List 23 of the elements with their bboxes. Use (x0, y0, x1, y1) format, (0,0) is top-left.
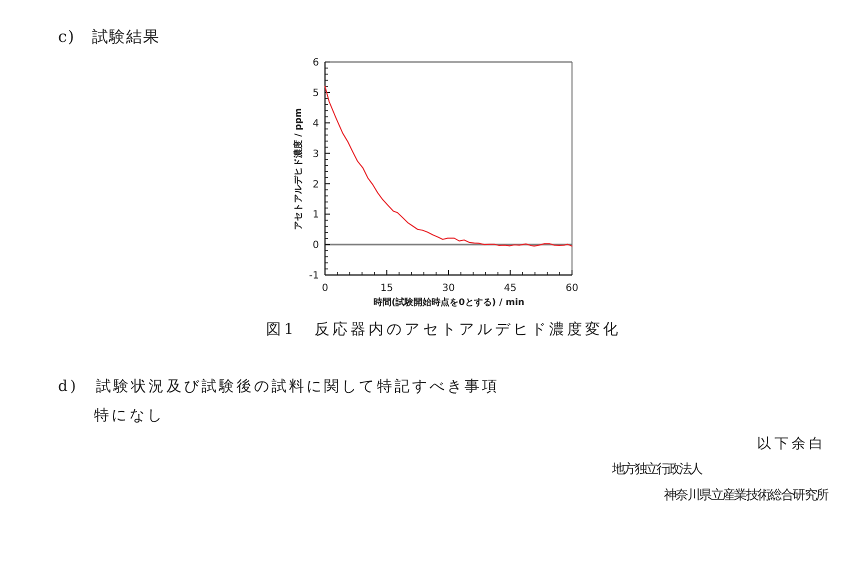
y-tick-label: 5 (312, 88, 319, 100)
y-tick-label: 6 (312, 58, 319, 69)
y-tick-label: 0 (312, 240, 319, 252)
caption: 図1 反応器内のアセトアルデヒド濃度変化 (266, 320, 618, 338)
y-tick-label: 1 (312, 210, 319, 221)
text: d) 試験状況及び試験後の試料に関して特記すべき事項 (58, 377, 497, 395)
y-tick-label: 4 (312, 118, 319, 130)
line-series (324, 86, 573, 247)
x-tick-label: 0 (322, 283, 328, 294)
y-tick-label: 2 (312, 179, 319, 190)
y-tick-label: -1 (309, 270, 319, 282)
y-axis-title: アセトアルデヒド濃度 / ppm (293, 108, 304, 230)
y-tick-label: 3 (312, 148, 319, 160)
x-tick-label: 15 (380, 283, 394, 294)
text: 神奈川県立産業技術総合研究所 (664, 487, 829, 503)
text: 特になし (94, 406, 162, 424)
x-tick-label: 45 (504, 283, 517, 294)
x-tick-label: 30 (442, 283, 455, 294)
x-tick-label: 60 (566, 283, 578, 294)
text: 地方独立行政法人 (611, 461, 703, 477)
text: c) 試験結果 (58, 27, 159, 46)
text: 以下余白 (757, 436, 823, 452)
x-axis-title: 時間(試験開始時点を0とする) / min (374, 297, 524, 308)
